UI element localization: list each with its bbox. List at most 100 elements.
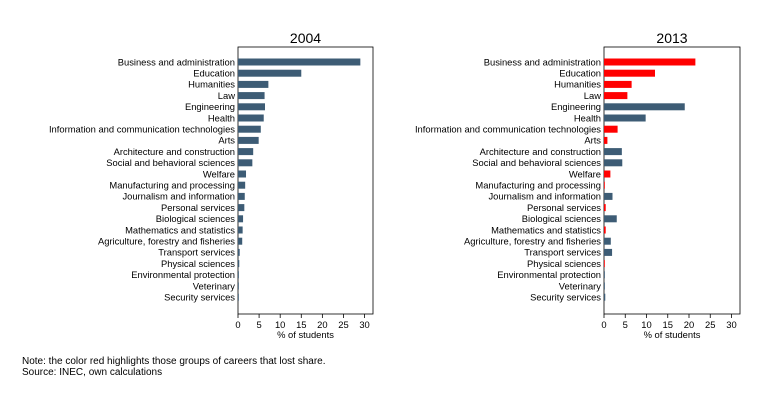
category-label: Business and administration [118,56,235,67]
bar-15 [238,215,244,223]
bar-20 [238,271,239,279]
category-label: Welfare [203,168,235,179]
bar-15 [604,215,617,223]
bar-3 [604,80,632,88]
plot-frame [603,46,741,315]
bar-11 [604,170,611,178]
bar-21 [238,282,239,290]
category-label: Health [574,112,601,123]
bar-1 [238,58,361,66]
category-label: Humanities [554,79,601,90]
bar-22 [604,293,606,301]
x-tick-label: 30 [359,319,369,330]
bar-19 [604,260,605,268]
bar-4 [604,92,628,100]
x-tick-label: 20 [317,319,327,330]
bar-7 [238,125,261,133]
chart-title: 2013 [656,30,687,46]
bar-17 [238,237,243,245]
category-label: Arts [218,135,235,146]
category-label: Veterinary [559,280,602,291]
category-label: Social and behavioral sciences [472,157,601,168]
category-label: Engineering [185,101,235,112]
bar-7 [604,125,618,133]
category-label: Health [208,112,235,123]
bar-12 [604,181,605,189]
category-label: Agriculture, forestry and fisheries [464,236,601,247]
bar-14 [238,204,245,212]
category-label: Biological sciences [156,213,236,224]
category-label: Education [193,68,235,79]
category-label: Manufacturing and processing [475,180,601,191]
bar-20 [604,271,605,279]
source-text: Source: INEC, own calculations [22,367,163,378]
chart-title: 2004 [290,30,321,46]
bar-17 [604,237,611,245]
bar-22 [238,293,239,301]
x-tick-label: 10 [275,319,285,330]
x-tick-label: 0 [235,319,240,330]
category-label: Welfare [569,168,601,179]
category-label: Law [584,90,601,101]
category-label: Mathematics and statistics [125,224,235,235]
x-tick-label: 15 [663,319,673,330]
category-label: Physical sciences [527,258,601,269]
bar-18 [238,248,240,256]
category-label: Journalism and information [488,191,601,202]
bar-1 [604,58,696,66]
chart-panel-2013: 2013 Business and administrationEducation… [415,30,741,340]
x-tick-label: 20 [684,319,694,330]
x-tick-label: 25 [338,319,348,330]
category-label: Security services [164,292,235,303]
bar-21 [604,282,605,290]
bar-3 [238,80,269,88]
x-tick-label: 10 [641,319,651,330]
bar-10 [604,159,623,167]
category-label: Arts [584,135,601,146]
category-label: Agriculture, forestry and fisheries [98,236,235,247]
category-label: Physical sciences [161,258,235,269]
bar-13 [238,192,245,200]
category-label: Journalism and information [122,191,235,202]
x-tick-label: 15 [296,319,306,330]
bar-14 [604,204,606,212]
category-label: Personal services [161,202,235,213]
bar-19 [238,260,240,268]
x-axis-label: % of students [277,329,334,340]
bar-12 [238,181,246,189]
x-tick-label: 25 [705,319,715,330]
x-tick-label: 5 [623,319,628,330]
bar-9 [604,148,622,156]
x-axis-label: % of students [644,329,701,340]
x-tick-label: 5 [256,319,261,330]
category-label: Architecture and construction [480,146,601,157]
bar-6 [238,114,264,122]
note-text: Note: the color red highlights those gro… [22,356,326,367]
x-tick-label: 30 [726,319,736,330]
category-label: Information and communication technologi… [415,124,601,135]
bar-9 [238,148,254,156]
category-label: Transport services [524,247,601,258]
category-label: Personal services [527,202,601,213]
bar-5 [604,103,685,111]
bar-4 [238,92,265,100]
category-label: Law [218,90,235,101]
category-label: Information and communication technologi… [49,124,235,135]
category-label: Engineering [551,101,601,112]
bar-11 [238,170,247,178]
bar-6 [604,114,646,122]
plot-frame [237,46,374,315]
category-label: Humanities [188,79,235,90]
bar-2 [238,69,302,77]
bar-8 [238,136,259,144]
bar-8 [604,136,608,144]
bar-2 [604,69,655,77]
category-label: Security services [530,292,601,303]
bar-16 [604,226,606,234]
category-label: Architecture and construction [114,146,235,157]
category-label: Manufacturing and processing [109,180,235,191]
category-label: Mathematics and statistics [491,224,601,235]
category-label: Veterinary [193,280,236,291]
category-label: Transport services [158,247,235,258]
